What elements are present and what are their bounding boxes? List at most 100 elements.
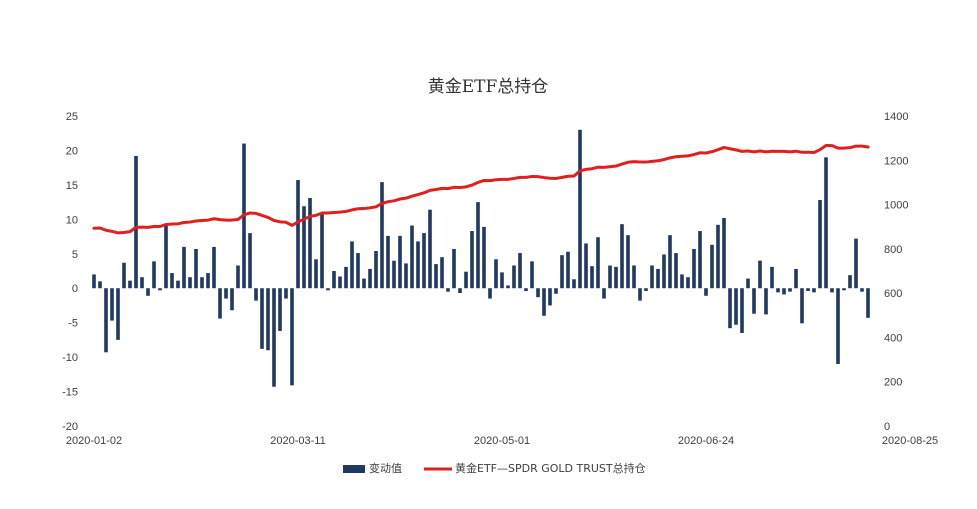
- x-tick-label: 2020-01-02: [66, 435, 122, 447]
- bar: [260, 288, 264, 349]
- left-y-axis: 25 20 15 10 5 0 -5 -10 -15 -20: [62, 111, 78, 433]
- bar: [662, 254, 666, 289]
- bar: [398, 235, 402, 289]
- legend-label-line: 黄金ETF—SPDR GOLD TRUST总持仓: [455, 461, 646, 475]
- bar: [92, 274, 96, 289]
- right-tick-label: 1200: [884, 155, 908, 167]
- right-tick-label: 400: [884, 332, 902, 344]
- bar: [824, 157, 828, 289]
- line-series: [92, 143, 870, 235]
- bar: [206, 273, 210, 289]
- x-tick-label: 2020-08-25: [882, 435, 938, 447]
- bar: [728, 288, 732, 329]
- bar: [854, 238, 858, 289]
- bar: [680, 274, 684, 289]
- bar: [614, 266, 618, 289]
- bar: [380, 182, 384, 289]
- bar-series: [92, 129, 870, 387]
- bar: [344, 266, 348, 289]
- right-tick-label: 600: [884, 288, 902, 300]
- bar: [506, 285, 510, 289]
- bar: [374, 251, 378, 289]
- bar: [800, 288, 804, 324]
- bar: [674, 253, 678, 289]
- bar: [170, 273, 174, 289]
- bar: [830, 288, 834, 293]
- bar: [164, 224, 168, 289]
- bar: [644, 288, 648, 291]
- bar: [176, 280, 180, 289]
- legend-swatch-bars: [343, 465, 365, 473]
- bar: [656, 268, 660, 289]
- bar: [308, 197, 312, 289]
- bar: [236, 265, 240, 289]
- bar: [284, 288, 288, 299]
- bar: [758, 260, 762, 289]
- bar: [494, 259, 498, 289]
- bar: [602, 288, 606, 299]
- bar: [302, 206, 306, 289]
- bar: [188, 277, 192, 289]
- right-tick-label: 1000: [884, 200, 908, 212]
- bar: [788, 288, 792, 292]
- bar: [488, 288, 492, 299]
- left-tick-label: 20: [66, 145, 78, 157]
- bar: [182, 246, 186, 289]
- bar: [512, 265, 516, 289]
- bar: [194, 248, 198, 289]
- bar: [548, 288, 552, 306]
- bar: [710, 244, 714, 289]
- bar: [362, 278, 366, 289]
- bar: [464, 271, 468, 289]
- bar: [416, 241, 420, 289]
- right-tick-label: 0: [884, 421, 890, 433]
- bar: [734, 288, 738, 325]
- bar: [746, 278, 750, 289]
- bar: [278, 288, 282, 331]
- bar: [860, 288, 864, 292]
- bar: [446, 288, 450, 292]
- bar: [686, 277, 690, 289]
- bar: [842, 288, 846, 291]
- x-tick-label: 2020-05-01: [474, 435, 530, 447]
- bar: [794, 268, 798, 289]
- x-tick-label: 2020-06-24: [678, 435, 734, 447]
- left-tick-label: 0: [72, 283, 78, 295]
- bar: [146, 288, 150, 296]
- bar: [128, 280, 132, 289]
- bar: [770, 266, 774, 289]
- bar: [536, 288, 540, 298]
- bar: [224, 288, 228, 299]
- bar: [254, 288, 258, 301]
- bar: [230, 288, 234, 311]
- bar: [332, 271, 336, 289]
- bar: [470, 231, 474, 289]
- bar: [290, 288, 294, 386]
- chart-title: 黄金ETF总持仓: [428, 77, 549, 97]
- bar: [140, 277, 144, 289]
- bar: [638, 288, 642, 301]
- bar: [626, 235, 630, 289]
- left-tick-label: -10: [62, 352, 78, 364]
- bar: [704, 288, 708, 296]
- bar: [116, 288, 120, 340]
- right-tick-label: 800: [884, 244, 902, 256]
- bar: [422, 233, 426, 289]
- bar: [716, 224, 720, 289]
- bar: [212, 246, 216, 289]
- bar: [608, 265, 612, 289]
- bar: [764, 288, 768, 315]
- bar: [584, 243, 588, 289]
- bar: [392, 260, 396, 289]
- bar: [410, 225, 414, 289]
- bar: [356, 253, 360, 289]
- left-tick-label: 10: [66, 214, 78, 226]
- holdings-line: [92, 143, 870, 235]
- x-axis: 2020-01-02 2020-03-11 2020-05-01 2020-06-24…: [66, 435, 938, 447]
- bar: [848, 275, 852, 289]
- bar: [554, 288, 558, 294]
- bar: [722, 217, 726, 289]
- bar: [542, 288, 546, 316]
- bar: [368, 268, 372, 289]
- x-tick-label: 2020-03-11: [270, 435, 325, 447]
